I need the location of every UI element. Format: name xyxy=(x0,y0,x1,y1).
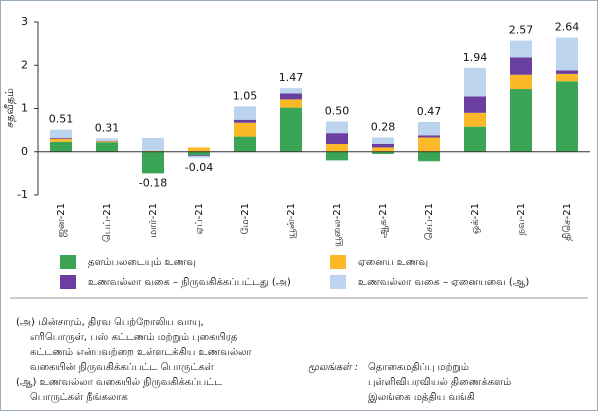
source: இலங்கை மத்திய வங்கி xyxy=(368,392,475,403)
bar-segment xyxy=(234,120,256,123)
note: (ஆ) உணவல்லா வகையில் நிருவகிக்கப்பட்ட xyxy=(16,377,222,388)
bar-segment xyxy=(464,96,486,112)
total-label: 0.28 xyxy=(371,120,396,133)
x-tick-label: யூன்-21 xyxy=(286,203,297,239)
legend-label: உணவல்லா வகை – நிருவகிக்கப்பட்டது (அ) xyxy=(88,277,291,288)
x-tick-label: ஒக்-21 xyxy=(470,203,481,234)
bar-segment xyxy=(556,70,578,73)
bar-segment xyxy=(188,147,210,151)
bar-segment xyxy=(234,123,256,137)
bar-segment xyxy=(556,81,578,151)
x-tick-label: யூலை-21 xyxy=(332,203,343,247)
total-label: 0.31 xyxy=(95,121,120,134)
bar-segment xyxy=(142,138,164,151)
total-label: -0.18 xyxy=(139,176,167,189)
legend-label: தளம்பலடையும் உணவு xyxy=(88,257,196,268)
total-label: 0.51 xyxy=(49,113,74,126)
bar-segment xyxy=(418,152,440,162)
note: (அ) மின்சாரம், திரவ பெற்றோலிய வாயு, xyxy=(16,317,204,328)
total-label: 1.94 xyxy=(463,51,488,64)
total-label: 0.47 xyxy=(417,105,442,118)
bar-segment xyxy=(96,138,118,141)
bar-segment xyxy=(464,127,486,152)
total-label: 0.50 xyxy=(325,104,350,117)
bar-segment xyxy=(372,144,394,147)
y-tick-label: 3 xyxy=(21,15,28,28)
bar-segment xyxy=(372,137,394,143)
x-tick-label: திசெ-21 xyxy=(562,203,573,241)
bar-segment xyxy=(372,147,394,151)
note: வகையின் நிருவகிக்கப்பட்ட பொருட்கள் xyxy=(30,362,214,373)
source: தொகைமதிப்பு மற்றும் xyxy=(368,362,469,373)
y-tick-label: 0 xyxy=(21,145,28,158)
total-label: 1.05 xyxy=(233,89,258,102)
bar-segment xyxy=(50,130,72,138)
bar-segment xyxy=(280,88,302,93)
legend-swatch xyxy=(330,255,346,269)
bar-segment xyxy=(50,138,72,139)
legend-swatch xyxy=(330,275,346,289)
bar-segment xyxy=(510,57,532,74)
note: கட்டணம் என்பவற்றை உள்ளடக்கிய உணவல்லா xyxy=(30,347,252,358)
bar-segment xyxy=(418,137,440,151)
total-label: -0.04 xyxy=(185,161,213,174)
bar-segment xyxy=(326,133,348,144)
bar-segment xyxy=(280,99,302,107)
legend-label: உணவல்லா வகை – ஏனையவை (ஆ) xyxy=(358,277,529,288)
bar-segment xyxy=(510,41,532,58)
bar-segment xyxy=(96,141,118,142)
x-tick-label: செப்-21 xyxy=(424,203,435,240)
bar-segment xyxy=(96,142,118,152)
bar-segment xyxy=(556,74,578,81)
note: பொருட்கள் நீங்கலாக xyxy=(30,392,128,403)
bar-segment xyxy=(464,113,486,127)
bar-segment xyxy=(234,137,256,152)
bar-segment xyxy=(234,106,256,119)
y-tick-label: 2 xyxy=(21,58,28,71)
bar-segment xyxy=(418,122,440,135)
bar-segment xyxy=(556,38,578,71)
x-tick-label: ஜன-21 xyxy=(56,203,67,237)
y-tick-label: 1 xyxy=(21,102,28,115)
bar-segment xyxy=(188,152,210,155)
bar-segment xyxy=(326,121,348,133)
legend-swatch xyxy=(60,255,76,269)
bar-segment xyxy=(326,144,348,152)
y-tick-label: -1 xyxy=(17,188,28,201)
bar-segment xyxy=(188,156,210,158)
source: புள்ளிவிபரவியல் திணைக்களம் xyxy=(368,377,511,388)
bar-segment xyxy=(510,75,532,89)
bar-segment xyxy=(50,139,72,142)
bar-segment xyxy=(418,135,440,137)
total-label: 2.57 xyxy=(509,24,534,37)
legend-swatch xyxy=(60,275,76,289)
x-tick-label: பெப்-21 xyxy=(102,203,113,242)
total-label: 2.64 xyxy=(555,21,580,34)
y-axis-label: சதவீதம் xyxy=(3,88,16,128)
bar-segment xyxy=(50,142,72,152)
bar-segment xyxy=(280,93,302,99)
x-tick-label: ஆக-21 xyxy=(378,203,389,238)
note: எரிபொருள், பஸ் கட்டணம் மற்றும் புகையிரத xyxy=(30,332,238,343)
bar-segment xyxy=(510,89,532,152)
bar-segment xyxy=(326,152,348,161)
total-label: 1.47 xyxy=(279,71,304,84)
legend-label: ஏனைய உணவு xyxy=(358,257,428,268)
x-tick-label: மார்-21 xyxy=(148,203,159,238)
bar-segment xyxy=(464,68,486,97)
bar-segment xyxy=(188,155,210,156)
x-tick-label: நவ-21 xyxy=(516,203,527,235)
bar-segment xyxy=(280,108,302,152)
bar-segment xyxy=(142,152,164,174)
source-label: மூலங்கள் : xyxy=(308,362,358,374)
x-tick-label: மே-21 xyxy=(240,203,251,234)
x-tick-label: ஏப்-21 xyxy=(194,203,205,235)
